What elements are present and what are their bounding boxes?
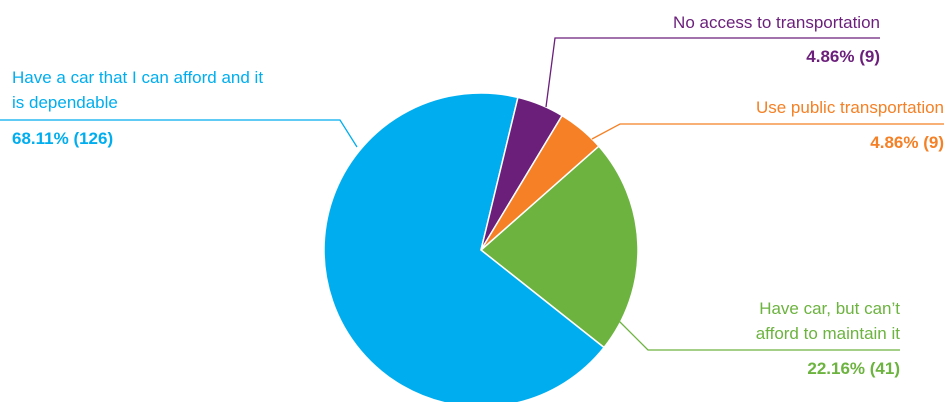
pie-slices — [323, 92, 639, 402]
slice-label-car-dependable-line2: is dependable — [12, 93, 118, 112]
slice-value-no-access: 4.86% (9) — [806, 47, 880, 66]
slice-label-cant-maintain-line2: afford to maintain it — [756, 324, 901, 343]
slice-car-dependable — [323, 92, 606, 402]
slice-label-public-transport: Use public transportation — [756, 98, 944, 117]
slice-value-cant-maintain: 22.16% (41) — [807, 359, 900, 378]
leader-line-cant-maintain — [617, 319, 900, 351]
slice-public-transport — [480, 114, 600, 251]
slice-value-car-dependable: 68.11% (126) — [12, 129, 113, 148]
slice-label-no-access: No access to transportation — [673, 13, 880, 32]
leader-line-public-transport — [591, 123, 944, 140]
slice-label-car-dependable-line1: Have a car that I can afford and it — [12, 68, 263, 87]
slice-value-public-transport: 4.86% (9) — [870, 133, 944, 152]
slice-label-cant-maintain-line1: Have car, but can’t — [759, 299, 900, 318]
leader-line-no-access — [545, 37, 880, 108]
leader-line-car-dependable — [0, 119, 358, 148]
slice-cant-maintain — [479, 145, 639, 349]
